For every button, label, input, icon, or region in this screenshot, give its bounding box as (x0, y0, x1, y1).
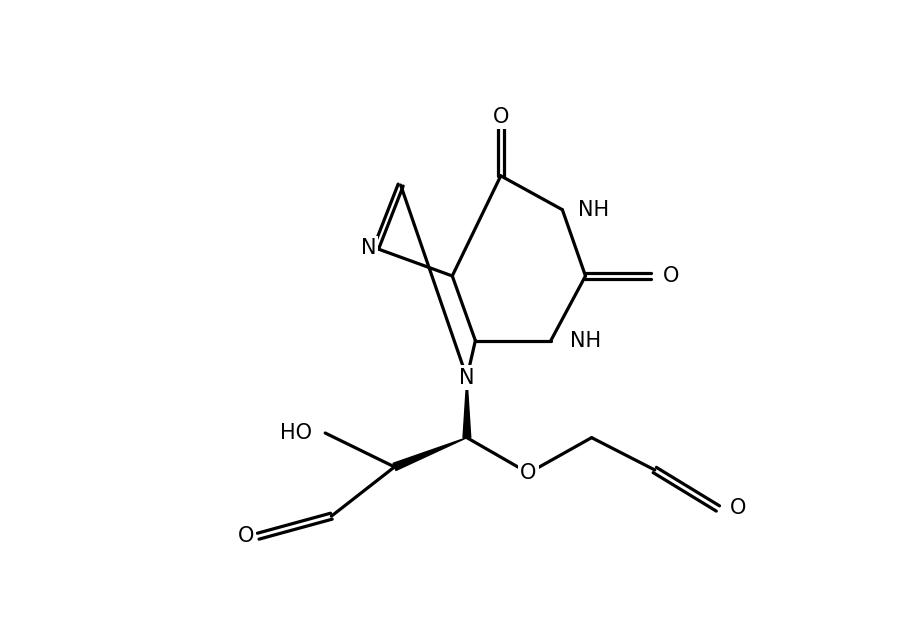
Polygon shape (393, 438, 467, 471)
Text: NH: NH (570, 330, 601, 350)
Text: O: O (729, 498, 745, 518)
Polygon shape (463, 377, 470, 438)
Text: N: N (360, 238, 376, 258)
Text: HO: HO (281, 423, 312, 443)
Text: O: O (492, 108, 509, 128)
Text: NH: NH (577, 200, 609, 220)
Text: O: O (520, 463, 537, 483)
Text: O: O (238, 526, 254, 546)
Text: O: O (663, 266, 679, 286)
Text: N: N (459, 368, 475, 388)
